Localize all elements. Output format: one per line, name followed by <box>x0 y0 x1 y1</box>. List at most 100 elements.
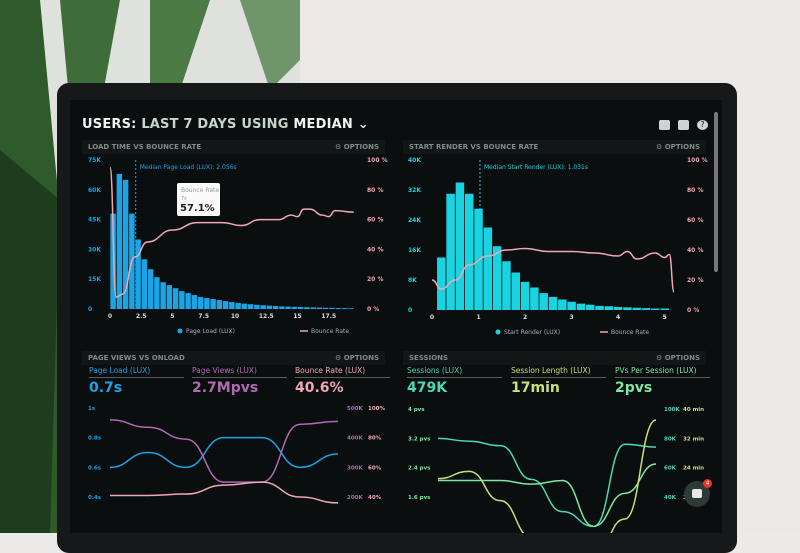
y-tick-right: 40 % <box>367 246 383 253</box>
bar <box>585 304 595 310</box>
bar <box>576 303 586 310</box>
bar <box>122 179 129 309</box>
y-tick-left: 45K <box>88 217 101 224</box>
bar <box>197 297 204 309</box>
stat-label: Page Load (LUX) <box>89 366 184 378</box>
bar <box>291 306 298 309</box>
bar <box>247 304 254 309</box>
x-tick: 5 <box>170 313 174 320</box>
y-tick-left: 32K <box>408 187 421 194</box>
options-button[interactable]: ⚙ OPTIONS <box>334 354 379 362</box>
x-tick: 4 <box>616 314 620 321</box>
options-button[interactable]: ⚙ OPTIONS <box>334 143 379 151</box>
options-button[interactable]: ⚙ OPTIONS <box>655 143 700 151</box>
y-tick-right: 0 % <box>367 306 379 313</box>
y-tick-right: 0 % <box>687 307 699 314</box>
panel-title: SESSIONS <box>409 354 449 362</box>
bar <box>222 301 229 309</box>
y-tick-right: 20 % <box>687 277 703 284</box>
series-line <box>437 437 657 528</box>
tooltip-label: Bounce Rate <box>181 187 219 194</box>
y-tick-left: 0.8s <box>88 436 102 442</box>
stat-label: Session Length (LUX) <box>511 366 606 378</box>
bar <box>613 307 623 310</box>
y-tick-left: 0 <box>88 306 92 313</box>
bar <box>135 239 141 309</box>
y-tick-left: 24K <box>408 217 421 224</box>
bar <box>623 307 632 310</box>
bar <box>272 306 279 309</box>
panel-load-time: LOAD TIME VS BOUNCE RATE ⚙ OPTIONS <box>82 140 385 340</box>
legend-marker <box>495 329 501 335</box>
scrollbar[interactable] <box>714 112 718 272</box>
y-tick-left: 0.6s <box>88 465 102 471</box>
monitor-icon[interactable] <box>659 120 670 130</box>
chat-button[interactable]: 4 <box>684 479 712 507</box>
bar <box>279 306 285 309</box>
help-icon[interactable]: ? <box>697 120 708 130</box>
x-tick: 17.5 <box>321 313 336 320</box>
dashboard-title[interactable]: USERS: LAST 7 DAYS USING MEDIAN ⌄ <box>82 117 369 132</box>
y-tick-right-a: 500K <box>347 406 363 412</box>
legend-marker <box>177 328 183 334</box>
y-tick-right: 100 % <box>687 157 708 164</box>
y-tick-right: 100 % <box>367 157 388 164</box>
y-tick-left: 1s <box>88 406 96 412</box>
share-icon[interactable] <box>678 120 689 130</box>
bar <box>322 307 329 309</box>
stat-value: 40.6% <box>295 380 344 396</box>
tooltip-value: 57.1% <box>180 203 215 214</box>
legend-label: Start Render (LUX) <box>504 329 560 336</box>
x-tick: 12.5 <box>259 313 274 320</box>
panel-start-render: START RENDER VS BOUNCE RATE ⚙ OPTIONS <box>403 140 706 340</box>
x-tick: 10 <box>231 313 239 320</box>
y-tick-left: 1.6 pvs <box>408 495 431 501</box>
x-tick: 7.5 <box>198 313 209 320</box>
y-tick-left: 40K <box>408 157 421 164</box>
options-button[interactable]: ⚙ OPTIONS <box>655 354 700 362</box>
bar <box>216 300 223 309</box>
panel-page-views: PAGE VIEWS VS ONLOAD ⚙ OPTIONS Page Load … <box>82 351 390 531</box>
bar <box>172 288 179 309</box>
bar <box>530 287 539 310</box>
bar <box>455 182 465 310</box>
bar <box>548 296 558 310</box>
x-tick: 2 <box>523 314 527 321</box>
y-tick-left: 16K <box>408 247 421 254</box>
bar <box>492 246 502 310</box>
bar <box>229 302 235 309</box>
y-tick-right-b: 40% <box>368 495 382 501</box>
bar <box>474 208 483 310</box>
y-tick-right-b: 80% <box>368 436 382 442</box>
y-tick-left: 75K <box>88 157 101 164</box>
y-tick-right-b: 32 min <box>683 436 704 442</box>
bar <box>511 272 521 310</box>
y-tick-right-b: 60% <box>368 465 382 471</box>
y-tick-right-b: 24 min <box>683 466 704 472</box>
y-tick-right: 60 % <box>367 217 383 224</box>
bar <box>116 173 123 309</box>
bar <box>558 299 567 310</box>
stat-label: PVs Per Session (LUX) <box>615 366 710 378</box>
panel-title: START RENDER VS BOUNCE RATE <box>409 143 539 151</box>
stat-value: 17min <box>511 380 560 396</box>
bar <box>179 291 185 309</box>
bounce-rate-line <box>109 166 354 298</box>
legend-label: Page Load (LUX) <box>186 328 235 335</box>
median-annotation: Median Start Render (LUX): 1.031s <box>484 164 588 171</box>
bar <box>464 193 474 310</box>
bar <box>604 306 614 310</box>
bar <box>641 308 651 310</box>
bar <box>446 193 455 310</box>
bar <box>483 227 493 310</box>
bar <box>241 303 248 309</box>
dashboard-screen: USERS: LAST 7 DAYS USING MEDIAN ⌄ ? LOAD… <box>70 100 722 533</box>
y-tick-left: 0.4s <box>88 495 102 501</box>
x-tick: 3 <box>570 314 574 321</box>
bar <box>210 299 216 309</box>
chevron-down-icon: ⌄ <box>357 117 369 132</box>
bar <box>660 308 669 310</box>
bar <box>147 269 154 309</box>
y-tick-left: 4 pvs <box>408 407 425 413</box>
